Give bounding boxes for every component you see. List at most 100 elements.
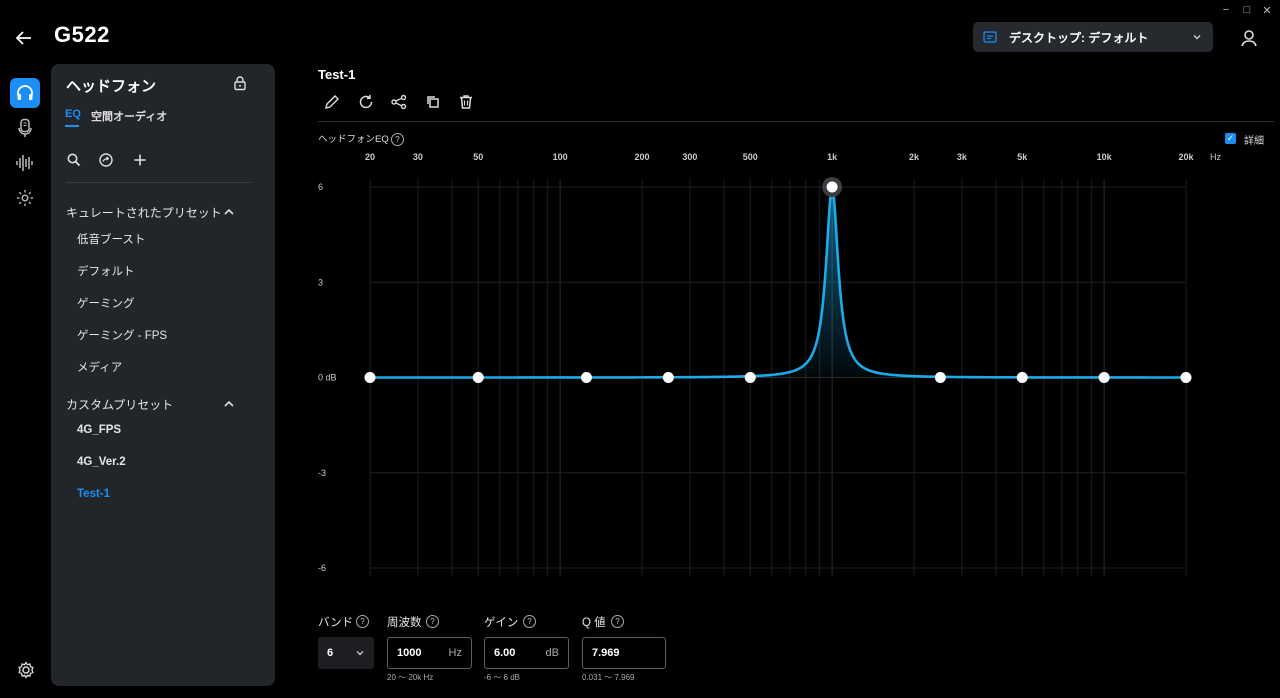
edit-button[interactable] — [323, 93, 341, 111]
preset-item[interactable]: 4G_Ver.2 — [77, 456, 126, 468]
eq-chart[interactable]: 6 3 0 dB -3 -6 20 30 50 100 200 300 500 1k 2k 3k 5k 10k 2… — [300, 145, 1240, 585]
x-tick-label: 20k — [1178, 152, 1194, 162]
preset-item[interactable]: メディア — [77, 362, 123, 374]
preset-name: Test-1 — [318, 67, 356, 82]
help-icon[interactable]: ? — [523, 615, 536, 628]
arrow-left-icon — [15, 31, 31, 45]
person-icon — [1241, 30, 1257, 47]
x-tick-label: 300 — [682, 152, 697, 162]
eq-band-node[interactable] — [934, 372, 946, 383]
lock-button[interactable] — [232, 75, 248, 91]
frequency-value: 1000 — [397, 647, 422, 659]
preset-panel: ヘッドフォン EQ 空間オーディオ キュレートされたプリセット 低音ブースト デ… — [51, 64, 275, 686]
plus-icon — [134, 154, 146, 166]
eq-band-node[interactable] — [472, 372, 484, 383]
chevron-up-icon[interactable] — [223, 399, 235, 409]
detail-label: 詳細 — [1244, 136, 1264, 147]
q-range: 0.031 ～ 7.969 — [582, 673, 635, 682]
lighting-icon — [17, 190, 33, 206]
back-button[interactable] — [12, 26, 36, 50]
band-value: 6 — [327, 647, 334, 659]
search-icon — [67, 153, 81, 167]
y-tick-label: -6 — [318, 563, 326, 573]
panel-divider — [66, 182, 252, 183]
eq-band-node[interactable] — [662, 372, 674, 383]
eq-band-node[interactable] — [1098, 372, 1110, 383]
eq-curve — [370, 185, 1186, 379]
x-tick-label: 3k — [957, 152, 968, 162]
eq-label: ヘッドフォンEQ — [318, 134, 389, 145]
gear-icon — [18, 661, 34, 679]
q-input[interactable]: 7.969 — [582, 637, 666, 669]
band-label: バンド — [318, 617, 354, 629]
sync-icon — [99, 153, 113, 167]
y-tick-label: -3 — [318, 468, 326, 478]
preset-item[interactable]: ゲーミング - FPS — [77, 330, 168, 342]
headphones-icon — [17, 85, 33, 100]
rail-sound-wave[interactable] — [10, 148, 40, 178]
x-tick-label: 5k — [1017, 152, 1028, 162]
help-icon[interactable]: ? — [426, 615, 439, 628]
preset-item[interactable]: デフォルト — [77, 266, 135, 278]
help-icon[interactable]: ? — [611, 615, 624, 628]
q-label: Q 値 — [582, 617, 606, 629]
tab-eq[interactable]: EQ — [65, 108, 81, 120]
maximize-button[interactable]: □ — [1243, 4, 1251, 16]
preset-item[interactable]: 低音ブースト — [77, 234, 146, 246]
gain-unit: dB — [545, 647, 559, 659]
minimize-button[interactable]: − — [1222, 4, 1230, 16]
delete-icon — [460, 95, 472, 109]
eq-band-node[interactable] — [826, 181, 838, 193]
sync-button[interactable] — [98, 152, 114, 168]
frequency-range: 20 ～ 20k Hz — [387, 673, 434, 682]
section-curated-presets[interactable]: キュレートされたプリセット — [66, 206, 222, 220]
frequency-unit: Hz — [448, 647, 462, 659]
gain-value: 6.00 — [494, 647, 516, 659]
preset-item[interactable]: ゲーミング — [77, 298, 135, 310]
eq-band-node[interactable] — [1180, 372, 1192, 383]
chevron-down-icon — [356, 651, 364, 656]
eq-band-node[interactable] — [1016, 372, 1028, 383]
share-button[interactable] — [390, 93, 408, 111]
eq-band-node[interactable] — [364, 372, 376, 383]
eq-band-node[interactable] — [744, 372, 756, 383]
lock-icon — [234, 76, 246, 91]
detail-checkbox[interactable]: ✓ — [1225, 133, 1236, 144]
close-button[interactable]: ✕ — [1262, 5, 1272, 17]
rail-microphone[interactable] — [10, 113, 40, 143]
y-tick-label: 0 dB — [318, 373, 337, 383]
eq-band-node[interactable] — [580, 372, 592, 383]
gain-label: ゲイン — [484, 617, 519, 629]
x-tick-label: 30 — [413, 152, 423, 162]
y-tick-label: 3 — [318, 277, 323, 287]
settings-button[interactable] — [15, 659, 37, 681]
band-select[interactable]: 6 — [318, 637, 374, 669]
profile-icon — [983, 31, 997, 43]
frequency-label: 周波数 — [387, 617, 422, 629]
rail-lighting[interactable] — [10, 183, 40, 213]
help-icon[interactable]: ? — [391, 133, 404, 146]
profile-dropdown[interactable]: デスクトップ: デフォルト — [973, 22, 1213, 52]
q-value: 7.969 — [592, 647, 620, 659]
preset-item[interactable]: 4G_FPS — [77, 424, 122, 436]
preset-item-active[interactable]: Test-1 — [77, 488, 111, 500]
gain-input[interactable]: 6.00 dB — [484, 637, 569, 669]
duplicate-button[interactable] — [424, 93, 442, 111]
help-icon[interactable]: ? — [356, 615, 369, 628]
share-icon — [391, 94, 407, 110]
delete-button[interactable] — [457, 93, 475, 111]
x-tick-label: 500 — [743, 152, 758, 162]
chevron-up-icon[interactable] — [223, 207, 235, 217]
x-tick-label: 2k — [909, 152, 920, 162]
sound-wave-icon — [16, 155, 33, 171]
tab-spatial-audio[interactable]: 空間オーディオ — [91, 111, 168, 123]
reset-button[interactable] — [357, 93, 375, 111]
rail-headphones[interactable] — [10, 78, 40, 108]
profile-label: デスクトップ: デフォルト — [1009, 30, 1149, 45]
search-button[interactable] — [66, 152, 82, 168]
add-preset-button[interactable] — [132, 152, 148, 168]
x-tick-label: 100 — [553, 152, 568, 162]
user-button[interactable] — [1238, 27, 1260, 49]
frequency-input[interactable]: 1000 Hz — [387, 637, 472, 669]
section-custom-presets[interactable]: カスタムプリセット — [66, 398, 174, 412]
